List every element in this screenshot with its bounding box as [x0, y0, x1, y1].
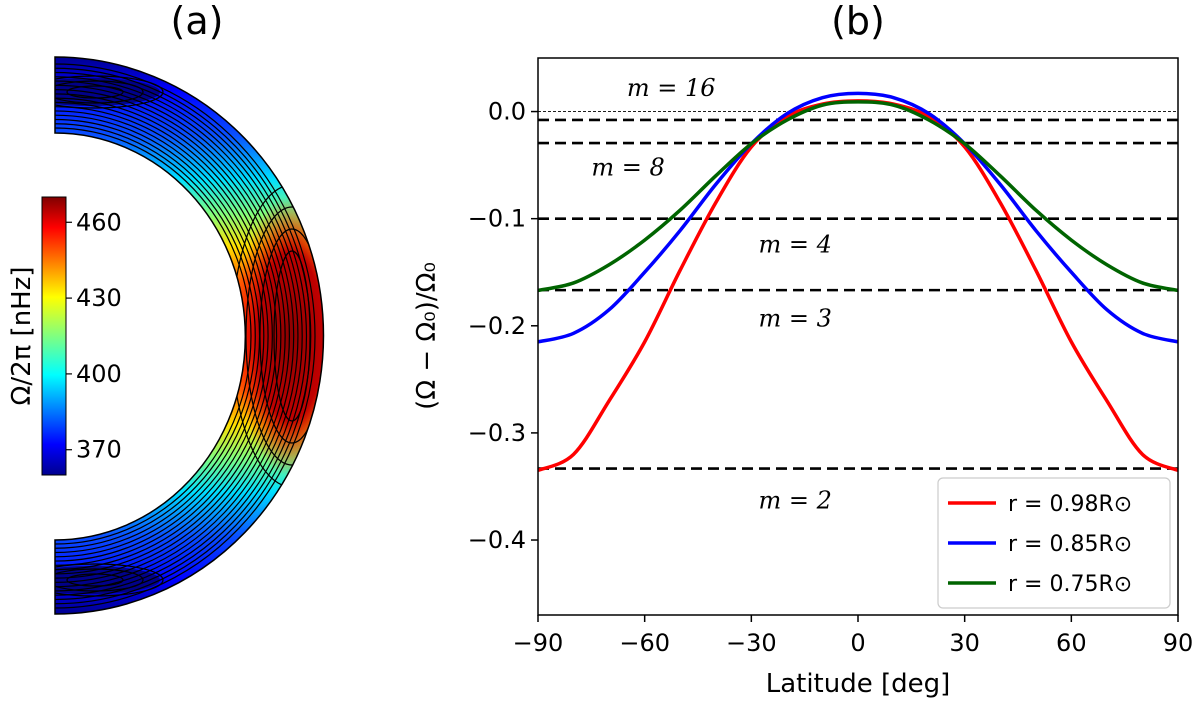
legend: r = 0.98R⊙ r = 0.85R⊙ r = 0.75R⊙ [937, 477, 1171, 609]
contour-line [55, 568, 144, 592]
series-line [537, 91, 1179, 344]
colorbar-gradient [41, 196, 67, 476]
shell-fill [55, 57, 324, 614]
contour-line [55, 71, 308, 601]
colorbar-tick-label: 370 [76, 436, 122, 464]
y-tick-label: −0.3 [468, 419, 526, 447]
legend-entry: r = 0.75R⊙ [1008, 572, 1132, 597]
series-lines [537, 91, 1179, 473]
colorbar-tick-label: 400 [76, 360, 122, 388]
mode-label: m = 4 [758, 230, 831, 258]
y-tick-label: 0.0 [488, 98, 526, 126]
y-ticks: 0.0 −0.1 −0.2 −0.3 −0.4 [468, 98, 538, 554]
x-tick-label: 60 [1056, 629, 1087, 657]
y-tick-label: −0.1 [468, 205, 526, 233]
contour-line [55, 84, 295, 588]
colorbar-tick-label: 460 [76, 208, 122, 236]
contour-line [55, 80, 299, 592]
x-tick-label: 0 [850, 629, 865, 657]
panel-b-title: (b) [831, 0, 885, 43]
mode-label: m = 8 [591, 153, 664, 181]
contour-line [55, 127, 252, 545]
contour-line [66, 85, 124, 99]
x-tick-label: −90 [513, 629, 564, 657]
contour-line [55, 63, 316, 609]
x-tick-label: 90 [1163, 629, 1194, 657]
legend-box [937, 477, 1171, 609]
colorbar-tick-label: 430 [76, 284, 122, 312]
x-tick-label: −30 [726, 629, 777, 657]
x-tick-label: −60 [619, 629, 670, 657]
contour-line [66, 573, 124, 587]
mode-label: m = 16 [627, 74, 716, 102]
colorbar-label: Ω/2π [nHz] [7, 266, 37, 405]
contour-line [55, 123, 256, 549]
colorbar-ticks: 370 400 430 460 [66, 208, 122, 464]
series-line [537, 100, 1179, 293]
contour-line [55, 89, 290, 583]
contour-line [55, 106, 273, 566]
x-tick-label: 30 [949, 629, 980, 657]
x-ticks: −90 −60 −30 0 30 60 90 [513, 615, 1194, 657]
contour-line [55, 67, 312, 605]
contour-line [55, 93, 286, 579]
latitude-plot: m = 16 m = 8 m = 4 m = 3 m = 2 −90 −60 −30 0 30 6… [412, 57, 1194, 699]
contour-line [273, 250, 311, 422]
reference-lines [538, 111, 1178, 470]
panel-a-title: (a) [171, 0, 224, 43]
legend-entry: r = 0.85R⊙ [1008, 532, 1132, 557]
shell-outline [54, 56, 325, 615]
colorbar: 370 400 430 460 Ω/2π [nHz] [7, 196, 122, 476]
mode-label: m = 2 [758, 486, 831, 514]
legend-entry: r = 0.98R⊙ [1008, 492, 1132, 517]
y-axis-label: (Ω − Ω₀)/Ω₀ [412, 262, 442, 410]
contour-line [55, 80, 144, 104]
contour-line [259, 228, 324, 444]
contour-line [55, 101, 278, 571]
contour-line [55, 97, 282, 575]
contour-line [55, 110, 269, 562]
mode-label: m = 3 [758, 304, 831, 332]
contour-line [55, 114, 265, 558]
x-axis-label: Latitude [deg] [766, 669, 951, 699]
contour-line [55, 563, 164, 597]
y-tick-label: −0.4 [468, 526, 526, 554]
contour-line [55, 76, 303, 596]
y-tick-label: −0.2 [468, 312, 526, 340]
mode-annotations: m = 16 m = 8 m = 4 m = 3 m = 2 [591, 74, 832, 514]
contour-line [55, 75, 164, 109]
